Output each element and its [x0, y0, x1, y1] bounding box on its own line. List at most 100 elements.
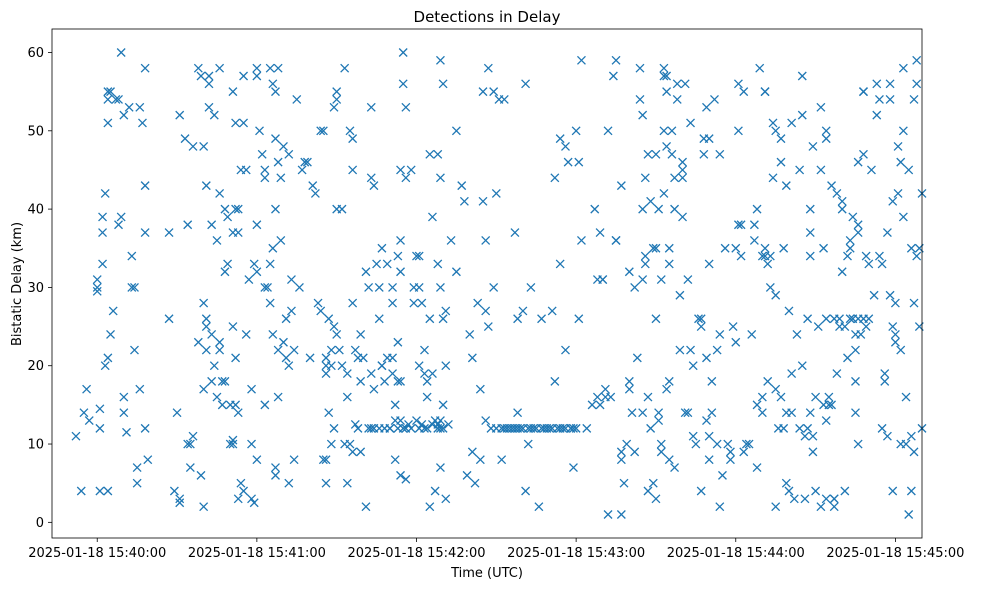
data-point [611, 235, 621, 245]
data-point [366, 102, 376, 112]
data-point [175, 494, 185, 504]
data-point [393, 251, 403, 261]
data-point [805, 408, 815, 418]
data-point [859, 87, 868, 97]
data-point [832, 188, 842, 198]
data-point [231, 118, 241, 128]
data-point [300, 157, 310, 167]
data-point [143, 455, 153, 465]
chart-title: Detections in Delay [414, 8, 561, 26]
data-point [598, 275, 608, 285]
data-point [752, 463, 762, 472]
data-point [800, 431, 810, 441]
data-point [76, 486, 86, 496]
data-point [427, 369, 437, 379]
data-point [882, 431, 892, 441]
data-point [627, 408, 637, 418]
data-point [140, 63, 150, 73]
data-point [239, 71, 249, 81]
data-point [241, 165, 251, 175]
data-point [140, 181, 150, 191]
data-point [909, 298, 919, 308]
data-point [654, 204, 664, 214]
data-point [212, 235, 222, 245]
data-point [233, 228, 243, 238]
data-point [204, 102, 214, 112]
data-point [853, 220, 863, 230]
data-point [201, 322, 211, 332]
data-point [95, 486, 105, 496]
data-point [779, 243, 789, 253]
data-point [310, 188, 320, 198]
data-point [209, 110, 219, 120]
data-point [912, 251, 922, 261]
data-point [247, 439, 257, 449]
data-point [228, 87, 238, 97]
data-point [757, 251, 767, 261]
data-point [513, 408, 523, 418]
data-point [438, 79, 448, 89]
data-point [467, 353, 477, 363]
data-point [803, 423, 813, 433]
data-point [616, 455, 626, 465]
data-point [851, 408, 860, 418]
x-tick-label: 2025-01-18 15:44:00 [667, 546, 805, 561]
data-point [811, 486, 821, 496]
data-point [864, 259, 874, 269]
data-point [686, 345, 695, 355]
data-point [667, 126, 677, 136]
data-point [840, 322, 850, 332]
data-point [169, 486, 179, 496]
data-point [712, 345, 722, 355]
data-point [398, 423, 408, 433]
data-point [321, 353, 331, 363]
data-point [435, 463, 445, 472]
data-point [478, 87, 488, 97]
data-point [680, 79, 690, 89]
data-point [326, 345, 336, 355]
data-point [79, 408, 89, 418]
plot-frame [51, 28, 923, 539]
y-tick-label: 20 [27, 359, 44, 374]
data-point [374, 282, 384, 292]
data-point [827, 400, 837, 410]
data-point [388, 282, 398, 292]
data-point [164, 228, 174, 238]
data-point [483, 322, 493, 332]
data-point [550, 376, 560, 386]
x-tick-label: 2025-01-18 15:40:00 [28, 546, 166, 561]
data-point [385, 423, 395, 433]
data-point [183, 439, 193, 449]
data-point [654, 416, 664, 425]
data-point [329, 423, 339, 433]
data-point [569, 423, 578, 433]
data-point [651, 314, 661, 324]
data-point [212, 392, 222, 402]
data-point [257, 149, 267, 159]
data-point [249, 498, 259, 508]
data-point [893, 142, 903, 151]
data-point [249, 259, 259, 269]
data-point [909, 95, 919, 104]
data-point [252, 220, 262, 230]
data-point [569, 463, 578, 472]
data-point [478, 196, 488, 206]
data-point [356, 447, 366, 457]
data-point [92, 275, 102, 285]
data-point [425, 502, 435, 512]
data-point [656, 439, 666, 449]
data-point [747, 329, 757, 339]
data-point [680, 408, 690, 418]
data-point [561, 142, 570, 151]
data-point [140, 423, 150, 433]
data-point [255, 126, 264, 136]
data-point [342, 392, 352, 402]
data-point [260, 282, 270, 292]
y-tick-label: 50 [27, 124, 44, 139]
data-point [137, 118, 147, 128]
data-point [515, 423, 525, 433]
data-point [201, 314, 211, 324]
data-point [247, 384, 257, 394]
data-point [882, 228, 892, 238]
data-point [316, 306, 326, 316]
